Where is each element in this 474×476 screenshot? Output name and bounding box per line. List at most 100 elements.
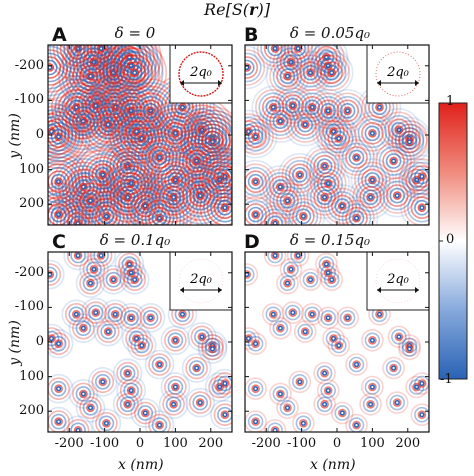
impurity-center — [94, 104, 97, 107]
friedel-ring — [281, 156, 319, 194]
friedel-ring — [410, 403, 429, 426]
impurity-center — [77, 254, 80, 257]
friedel-ring — [142, 309, 159, 326]
friedel-ring — [126, 386, 136, 395]
friedel-ring — [73, 426, 83, 432]
friedel-ring — [320, 161, 329, 171]
colorbar-label-zero: 0 — [446, 232, 455, 247]
friedel-ring — [269, 316, 292, 340]
x-tick-label: -100 — [90, 436, 120, 451]
impurity-center — [105, 422, 108, 425]
friedel-ring — [48, 328, 74, 359]
friedel-ring — [213, 403, 232, 426]
friedel-ring — [311, 45, 342, 72]
friedel-ring — [79, 189, 102, 213]
impurity-center — [332, 130, 335, 133]
friedel-ring — [401, 341, 418, 357]
friedel-ring — [320, 193, 329, 202]
friedel-ring — [195, 398, 205, 407]
impurity-center — [140, 344, 143, 347]
friedel-ring — [325, 89, 370, 133]
friedel-ring — [167, 332, 184, 349]
fourier-inset — [366, 44, 430, 104]
impurity-center — [195, 159, 198, 163]
friedel-ring — [389, 187, 406, 204]
impurity-center — [330, 278, 333, 281]
friedel-ring — [75, 392, 106, 423]
friedel-ring — [323, 386, 333, 395]
friedel-ring — [210, 192, 232, 223]
friedel-ring — [50, 380, 67, 397]
fourier-inset — [169, 251, 233, 311]
friedel-ring — [316, 172, 340, 195]
friedel-ring — [54, 417, 63, 426]
friedel-ring — [75, 320, 92, 337]
friedel-ring — [268, 309, 278, 319]
friedel-ring — [181, 146, 212, 176]
friedel-ring — [194, 328, 210, 345]
impurity-center — [247, 130, 250, 133]
y-tick-label: -200 — [14, 57, 44, 73]
impurity-center — [57, 135, 60, 138]
friedel-ring — [130, 189, 189, 225]
friedel-ring — [247, 335, 264, 352]
friedel-ring — [302, 271, 319, 288]
friedel-ring — [132, 334, 141, 343]
friedel-ring — [306, 45, 350, 88]
inset-arrowhead — [377, 80, 381, 86]
friedel-ring — [123, 368, 132, 378]
friedel-ring — [245, 116, 264, 147]
friedel-ring — [208, 344, 217, 354]
friedel-ring — [151, 210, 168, 225]
inset-arrowhead — [218, 80, 222, 86]
impurity-center — [254, 420, 257, 423]
friedel-ring — [134, 401, 157, 425]
impurity-center — [218, 385, 221, 389]
figure-title: Re[S(r)] — [204, 0, 270, 19]
friedel-ring — [283, 102, 328, 147]
friedel-ring — [72, 316, 95, 340]
friedel-ring — [61, 299, 92, 330]
impurity-center — [420, 206, 423, 209]
friedel-ring — [91, 370, 115, 394]
impurity-center — [92, 268, 96, 271]
panel-letter-b: B — [244, 24, 259, 46]
fourier-ring — [375, 258, 421, 304]
impurity-center — [289, 61, 293, 64]
friedel-ring — [361, 328, 384, 352]
friedel-ring — [188, 184, 212, 207]
friedel-ring — [405, 344, 414, 354]
friedel-ring — [302, 144, 347, 188]
impurity-center — [332, 337, 335, 340]
impurity-center — [211, 347, 214, 350]
friedel-ring — [330, 194, 354, 218]
friedel-ring — [313, 392, 336, 416]
friedel-ring — [320, 399, 329, 409]
impurity-center — [174, 132, 177, 135]
impurity-center — [392, 366, 395, 370]
friedel-ring — [201, 161, 232, 199]
friedel-ring — [123, 268, 146, 292]
inset-label: 2q₀ — [189, 272, 213, 287]
impurity-center — [94, 311, 97, 314]
friedel-ring — [113, 173, 178, 225]
impurity-center — [126, 403, 129, 406]
friedel-ring — [299, 418, 308, 428]
friedel-ring — [382, 149, 405, 173]
friedel-ring — [82, 68, 99, 84]
friedel-ring — [417, 379, 427, 388]
friedel-ring — [84, 301, 108, 324]
friedel-ring — [197, 330, 228, 361]
friedel-ring — [375, 142, 412, 180]
impurity-center — [130, 109, 133, 112]
friedel-ring — [48, 270, 55, 279]
friedel-ring — [359, 392, 382, 416]
impurity-center — [57, 213, 60, 216]
friedel-ring — [245, 263, 259, 286]
friedel-ring — [293, 320, 317, 343]
friedel-ring — [88, 198, 125, 225]
friedel-ring — [82, 399, 99, 416]
impurity-center — [355, 156, 358, 159]
colorbar — [438, 102, 468, 380]
friedel-ring — [48, 116, 67, 147]
